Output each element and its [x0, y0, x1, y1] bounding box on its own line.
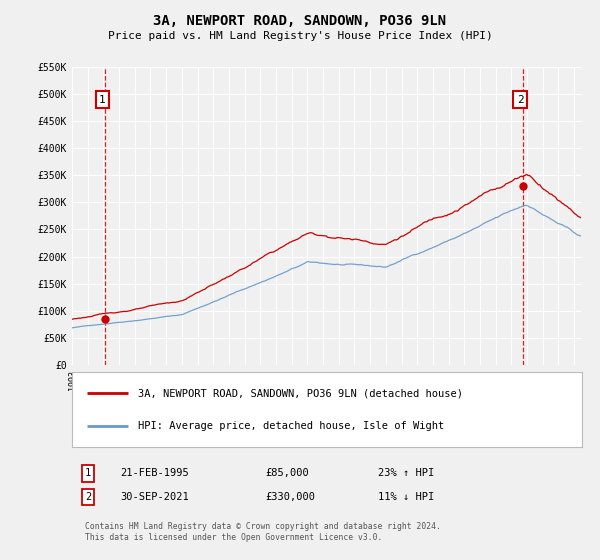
Text: Contains HM Land Registry data © Crown copyright and database right 2024.
This d: Contains HM Land Registry data © Crown c… — [85, 522, 440, 542]
Text: 1: 1 — [99, 95, 106, 105]
Text: 30-SEP-2021: 30-SEP-2021 — [121, 492, 189, 502]
Text: 2: 2 — [85, 492, 91, 502]
Text: HPI: Average price, detached house, Isle of Wight: HPI: Average price, detached house, Isle… — [139, 421, 445, 431]
Text: Price paid vs. HM Land Registry's House Price Index (HPI): Price paid vs. HM Land Registry's House … — [107, 31, 493, 41]
Text: 21-FEB-1995: 21-FEB-1995 — [121, 468, 189, 478]
Text: 3A, NEWPORT ROAD, SANDOWN, PO36 9LN: 3A, NEWPORT ROAD, SANDOWN, PO36 9LN — [154, 14, 446, 28]
Text: £85,000: £85,000 — [266, 468, 310, 478]
Text: 23% ↑ HPI: 23% ↑ HPI — [378, 468, 434, 478]
Text: 11% ↓ HPI: 11% ↓ HPI — [378, 492, 434, 502]
Text: 3A, NEWPORT ROAD, SANDOWN, PO36 9LN (detached house): 3A, NEWPORT ROAD, SANDOWN, PO36 9LN (det… — [139, 388, 463, 398]
Text: 2: 2 — [517, 95, 523, 105]
Text: £330,000: £330,000 — [266, 492, 316, 502]
Text: 1: 1 — [85, 468, 91, 478]
